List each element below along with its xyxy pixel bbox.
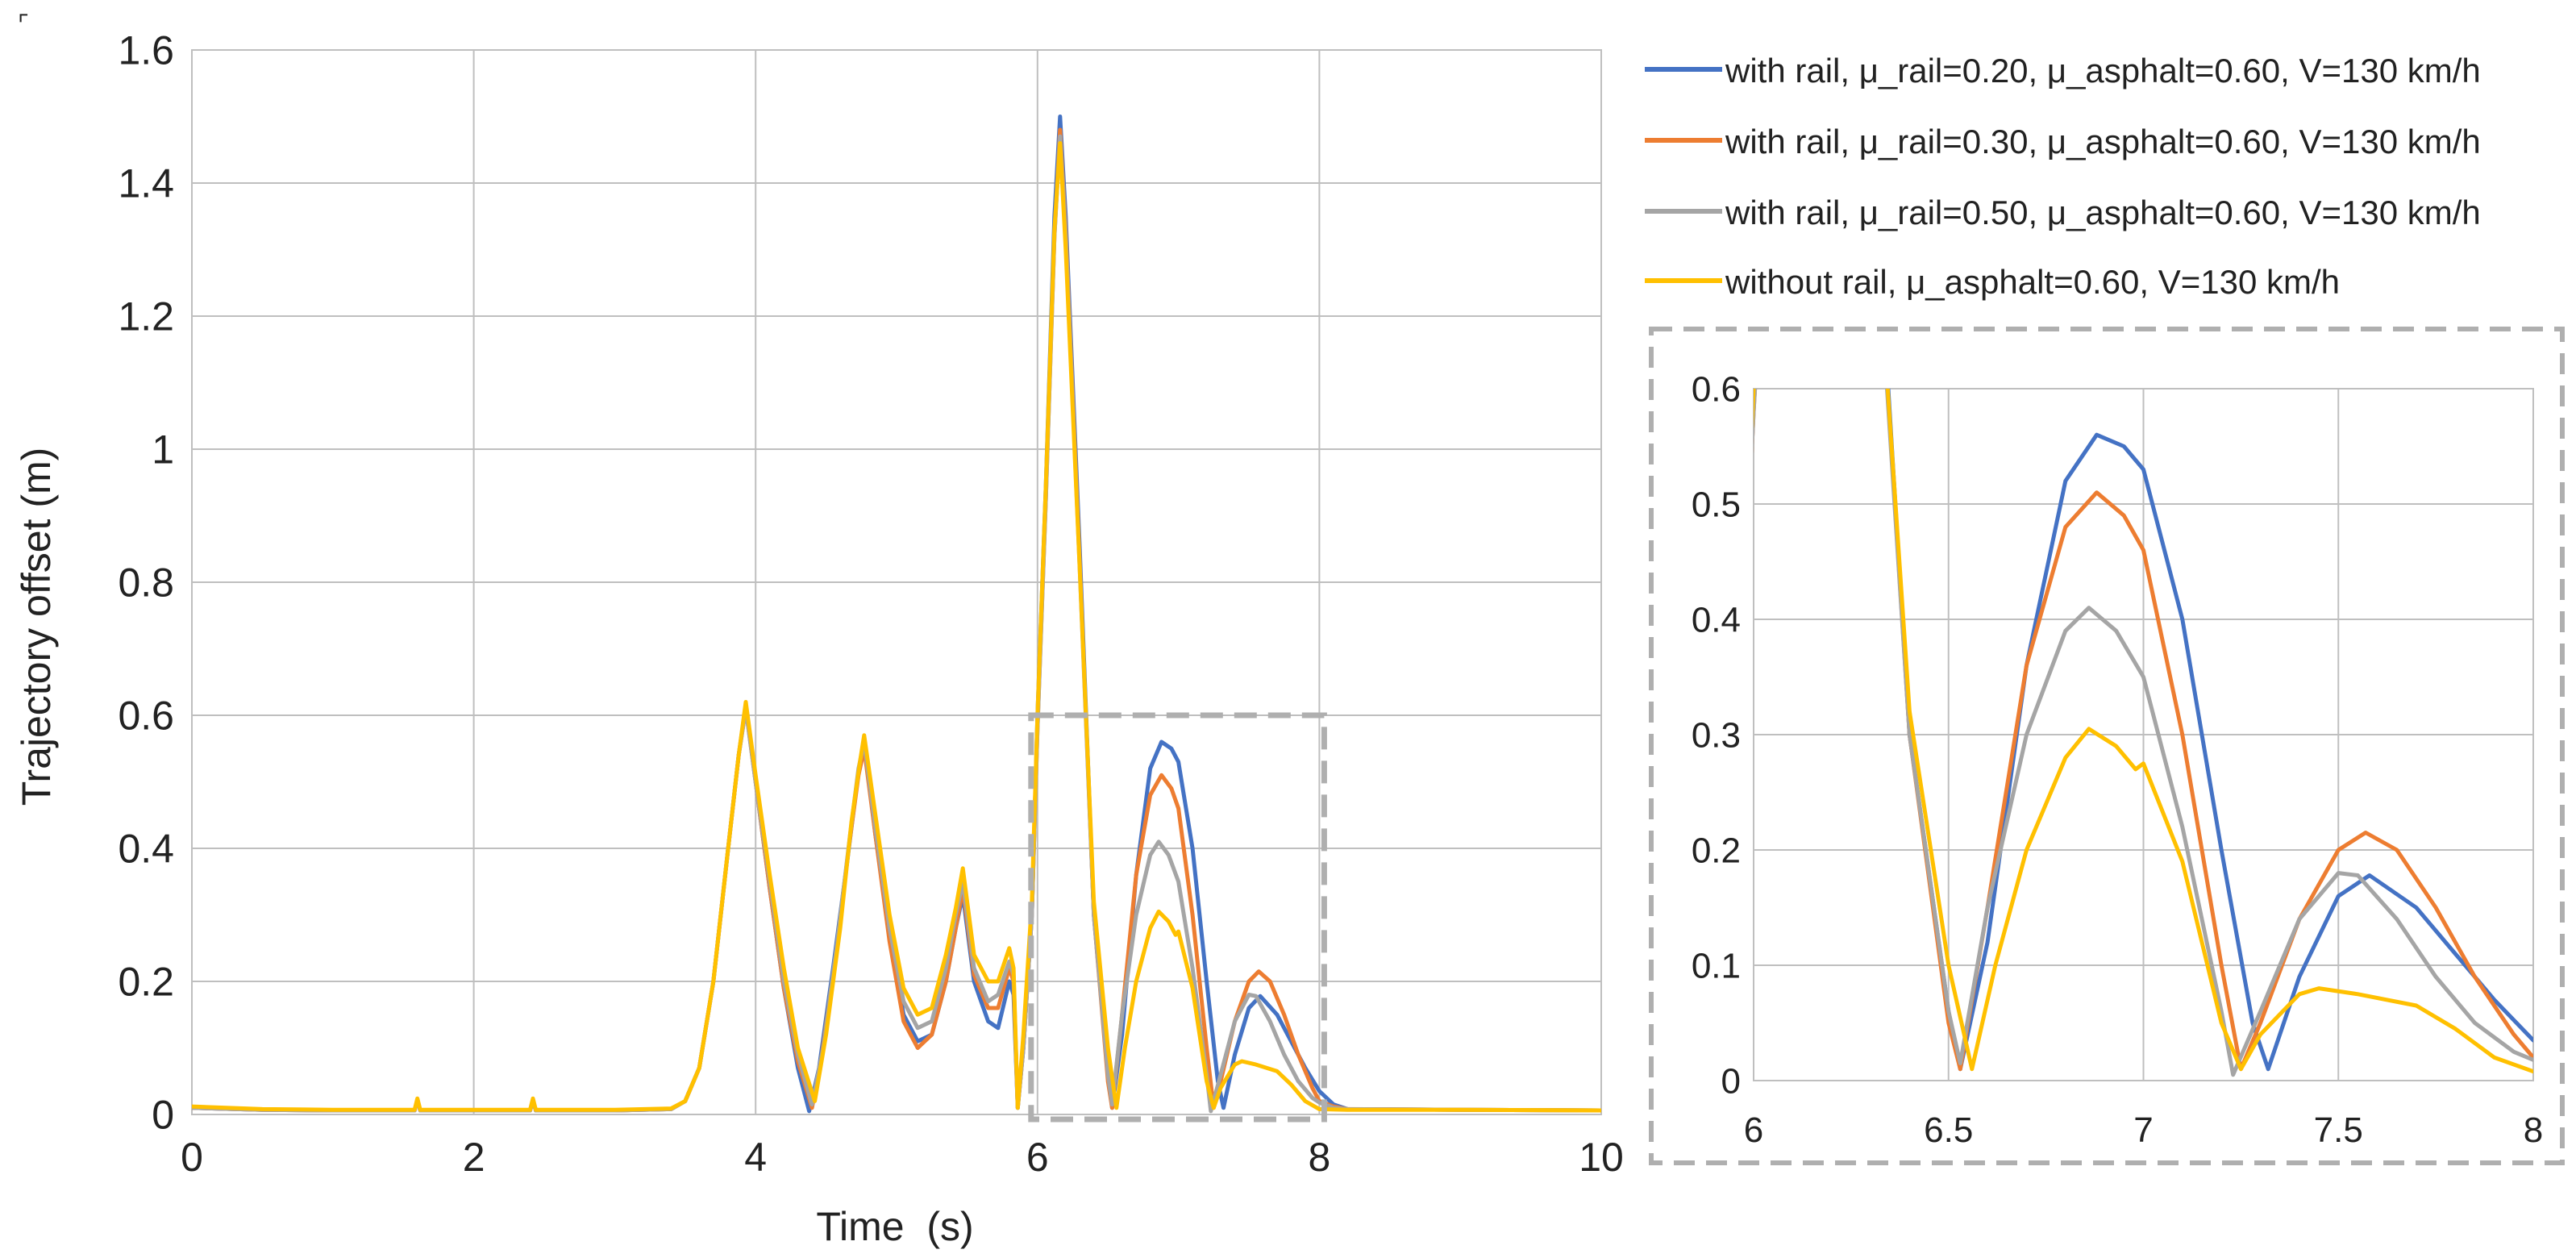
main-series-line-4 — [192, 141, 1601, 1113]
inset-y-tick-label: 0.1 — [1692, 946, 1741, 985]
figure-corner-mark: ⌜ — [18, 11, 29, 38]
inset-tick-labels: 0 0.1 0.2 0.3 0.4 0.5 0.6 6 6.5 7 7.5 8 — [1692, 369, 2543, 1150]
inset-y-tick-label: 0.3 — [1692, 715, 1741, 755]
inset-y-tick-label: 0.6 — [1692, 369, 1741, 409]
inset-x-tick-label: 8 — [2524, 1110, 2543, 1150]
main-y-tick-label: 0.2 — [118, 960, 174, 1005]
main-y-tick-label: 1.6 — [118, 28, 174, 73]
inset-x-tick-label: 7 — [2133, 1110, 2153, 1150]
main-y-tick-label: 0 — [152, 1093, 174, 1138]
legend-label-2: with rail, μ_rail=0.30, μ_asphalt=0.60, … — [1725, 123, 2481, 160]
inset-plot-area — [1754, 389, 2533, 1077]
main-x-tick-label: 0 — [181, 1135, 203, 1180]
main-y-axis-title: Trajectory offset (m) — [14, 448, 59, 806]
inset-x-tick-label: 6 — [1744, 1110, 1763, 1150]
main-y-tick-label: 0.6 — [118, 694, 174, 739]
main-y-tick-label: 0.4 — [118, 827, 174, 872]
main-series-line-3 — [192, 134, 1601, 1114]
main-x-tick-label: 10 — [1579, 1135, 1624, 1180]
main-y-tick-label: 1 — [152, 427, 174, 473]
inset-series-line-1 — [1754, 389, 2533, 1072]
legend: with rail, μ_rail=0.20, μ_asphalt=0.60, … — [1645, 52, 2481, 301]
main-y-tick-label: 1.4 — [118, 161, 174, 206]
inset-plot-border — [1753, 388, 2534, 1081]
main-tick-labels: 0 0.2 0.4 0.6 0.8 1 1.2 1.4 1.6 0 2 4 6 8 10 — [118, 28, 1623, 1181]
inset-y-tick-label: 0 — [1721, 1061, 1741, 1101]
inset-series-line-4 — [1754, 389, 2533, 1074]
main-plot-border — [191, 49, 1602, 1115]
main-x-tick-label: 2 — [463, 1135, 485, 1180]
inset-y-tick-label: 0.4 — [1692, 600, 1741, 639]
main-y-tick-label: 0.8 — [118, 560, 174, 606]
inset-x-tick-label: 7.5 — [2314, 1110, 2363, 1150]
inset-frame — [1649, 327, 2565, 1165]
legend-label-3: with rail, μ_rail=0.50, μ_asphalt=0.60, … — [1725, 194, 2481, 231]
inset-x-tick-label: 6.5 — [1924, 1110, 1973, 1150]
main-x-tick-label: 8 — [1308, 1135, 1330, 1180]
main-y-tick-label: 1.2 — [118, 294, 174, 339]
main-x-tick-label: 4 — [744, 1135, 767, 1180]
main-plot-area — [192, 115, 1601, 1114]
inset-y-tick-label: 0.2 — [1692, 831, 1741, 870]
main-x-axis-title: Time (s) — [816, 1204, 973, 1249]
legend-label-4: without rail, μ_asphalt=0.60, V=130 km/h — [1725, 263, 2340, 301]
main-grid — [191, 49, 1602, 1115]
inset-y-tick-label: 0.5 — [1692, 485, 1741, 524]
main-x-tick-label: 6 — [1026, 1135, 1049, 1180]
inset-series-line-2 — [1754, 389, 2533, 1072]
inset-grid — [1753, 388, 2534, 1081]
inset-series-line-3 — [1754, 389, 2533, 1077]
zoom-region-box — [1028, 712, 1327, 1123]
legend-label-1: with rail, μ_rail=0.20, μ_asphalt=0.60, … — [1725, 52, 2481, 90]
